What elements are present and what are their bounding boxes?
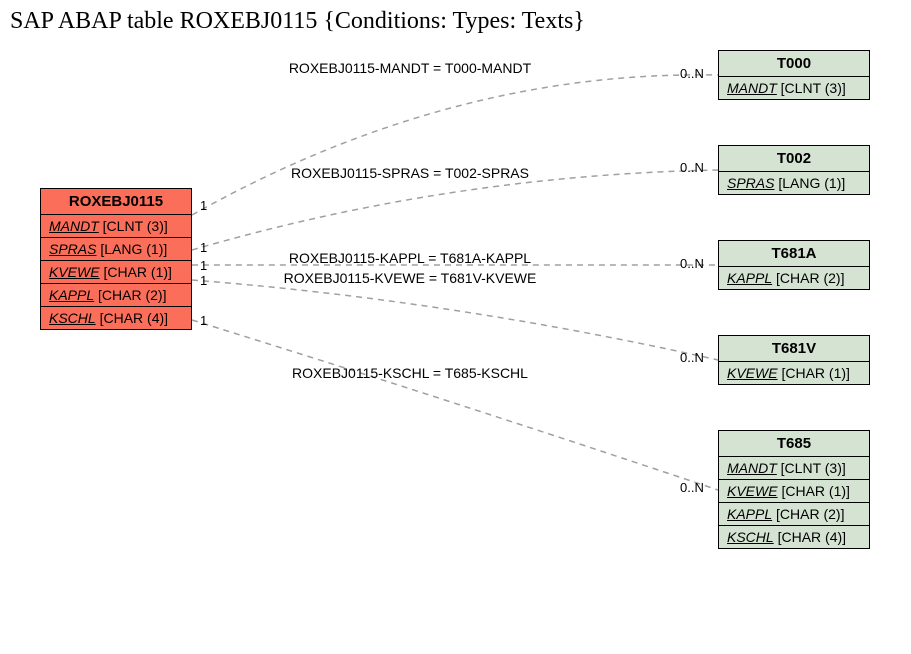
field-name: KAPPL	[49, 287, 94, 303]
field-name: SPRAS	[49, 241, 96, 257]
cardinality-right: 0..N	[680, 256, 704, 271]
edge-label: ROXEBJ0115-MANDT = T000-MANDT	[250, 60, 570, 76]
cardinality-right: 0..N	[680, 160, 704, 175]
entity-header: ROXEBJ0115	[41, 189, 191, 215]
page-title: SAP ABAP table ROXEBJ0115 {Conditions: T…	[10, 8, 585, 35]
field-name: KAPPL	[727, 506, 772, 522]
field-type: [CHAR (4)]	[100, 310, 168, 326]
edge-label: ROXEBJ0115-SPRAS = T002-SPRAS	[250, 165, 570, 181]
field-row: SPRAS [LANG (1)]	[41, 238, 191, 261]
entity-header: T000	[719, 51, 869, 77]
field-name: KVEWE	[727, 365, 778, 381]
field-row: KSCHL [CHAR (4)]	[719, 526, 869, 548]
edge-label: ROXEBJ0115-KVEWE = T681V-KVEWE	[250, 270, 570, 286]
edge-label: ROXEBJ0115-KSCHL = T685-KSCHL	[250, 365, 570, 381]
field-type: [CLNT (3)]	[781, 80, 846, 96]
field-row: MANDT [CLNT (3)]	[719, 457, 869, 480]
edge-kschl	[192, 320, 718, 490]
entity-t000: T000 MANDT [CLNT (3)]	[718, 50, 870, 100]
cardinality-right: 0..N	[680, 350, 704, 365]
edge-label: ROXEBJ0115-KAPPL = T681A-KAPPL	[250, 250, 570, 266]
entity-header: T681V	[719, 336, 869, 362]
field-name: MANDT	[49, 218, 99, 234]
field-row: SPRAS [LANG (1)]	[719, 172, 869, 194]
cardinality-left: 1	[200, 313, 207, 328]
cardinality-left: 1	[200, 273, 207, 288]
edge-spras	[192, 170, 718, 250]
field-row: MANDT [CLNT (3)]	[719, 77, 869, 99]
entity-roxebj0115: ROXEBJ0115 MANDT [CLNT (3)] SPRAS [LANG …	[40, 188, 192, 330]
field-name: KAPPL	[727, 270, 772, 286]
cardinality-left: 1	[200, 258, 207, 273]
edge-mandt	[192, 75, 718, 215]
field-row: KAPPL [CHAR (2)]	[41, 284, 191, 307]
field-row: KVEWE [CHAR (1)]	[719, 362, 869, 384]
entity-header: T002	[719, 146, 869, 172]
field-name: KSCHL	[49, 310, 96, 326]
entity-t002: T002 SPRAS [LANG (1)]	[718, 145, 870, 195]
edge-kvewe	[192, 280, 718, 360]
field-type: [LANG (1)]	[100, 241, 167, 257]
field-row: KAPPL [CHAR (2)]	[719, 503, 869, 526]
field-row: KSCHL [CHAR (4)]	[41, 307, 191, 329]
field-name: MANDT	[727, 460, 777, 476]
entity-header: T681A	[719, 241, 869, 267]
cardinality-right: 0..N	[680, 480, 704, 495]
field-row: MANDT [CLNT (3)]	[41, 215, 191, 238]
field-type: [CHAR (4)]	[778, 529, 846, 545]
field-name: MANDT	[727, 80, 777, 96]
cardinality-right: 0..N	[680, 66, 704, 81]
field-name: SPRAS	[727, 175, 774, 191]
field-type: [CHAR (2)]	[776, 270, 844, 286]
field-row: KAPPL [CHAR (2)]	[719, 267, 869, 289]
entity-t685: T685 MANDT [CLNT (3)] KVEWE [CHAR (1)] K…	[718, 430, 870, 549]
field-type: [CLNT (3)]	[781, 460, 846, 476]
field-name: KSCHL	[727, 529, 774, 545]
field-row: KVEWE [CHAR (1)]	[41, 261, 191, 284]
field-type: [CLNT (3)]	[103, 218, 168, 234]
field-type: [CHAR (1)]	[103, 264, 171, 280]
entity-t681v: T681V KVEWE [CHAR (1)]	[718, 335, 870, 385]
entity-header: T685	[719, 431, 869, 457]
field-name: KVEWE	[727, 483, 778, 499]
field-name: KVEWE	[49, 264, 100, 280]
field-type: [CHAR (1)]	[781, 365, 849, 381]
field-type: [CHAR (2)]	[776, 506, 844, 522]
field-type: [CHAR (1)]	[781, 483, 849, 499]
field-row: KVEWE [CHAR (1)]	[719, 480, 869, 503]
entity-t681a: T681A KAPPL [CHAR (2)]	[718, 240, 870, 290]
cardinality-left: 1	[200, 198, 207, 213]
field-type: [CHAR (2)]	[98, 287, 166, 303]
cardinality-left: 1	[200, 240, 207, 255]
field-type: [LANG (1)]	[778, 175, 845, 191]
